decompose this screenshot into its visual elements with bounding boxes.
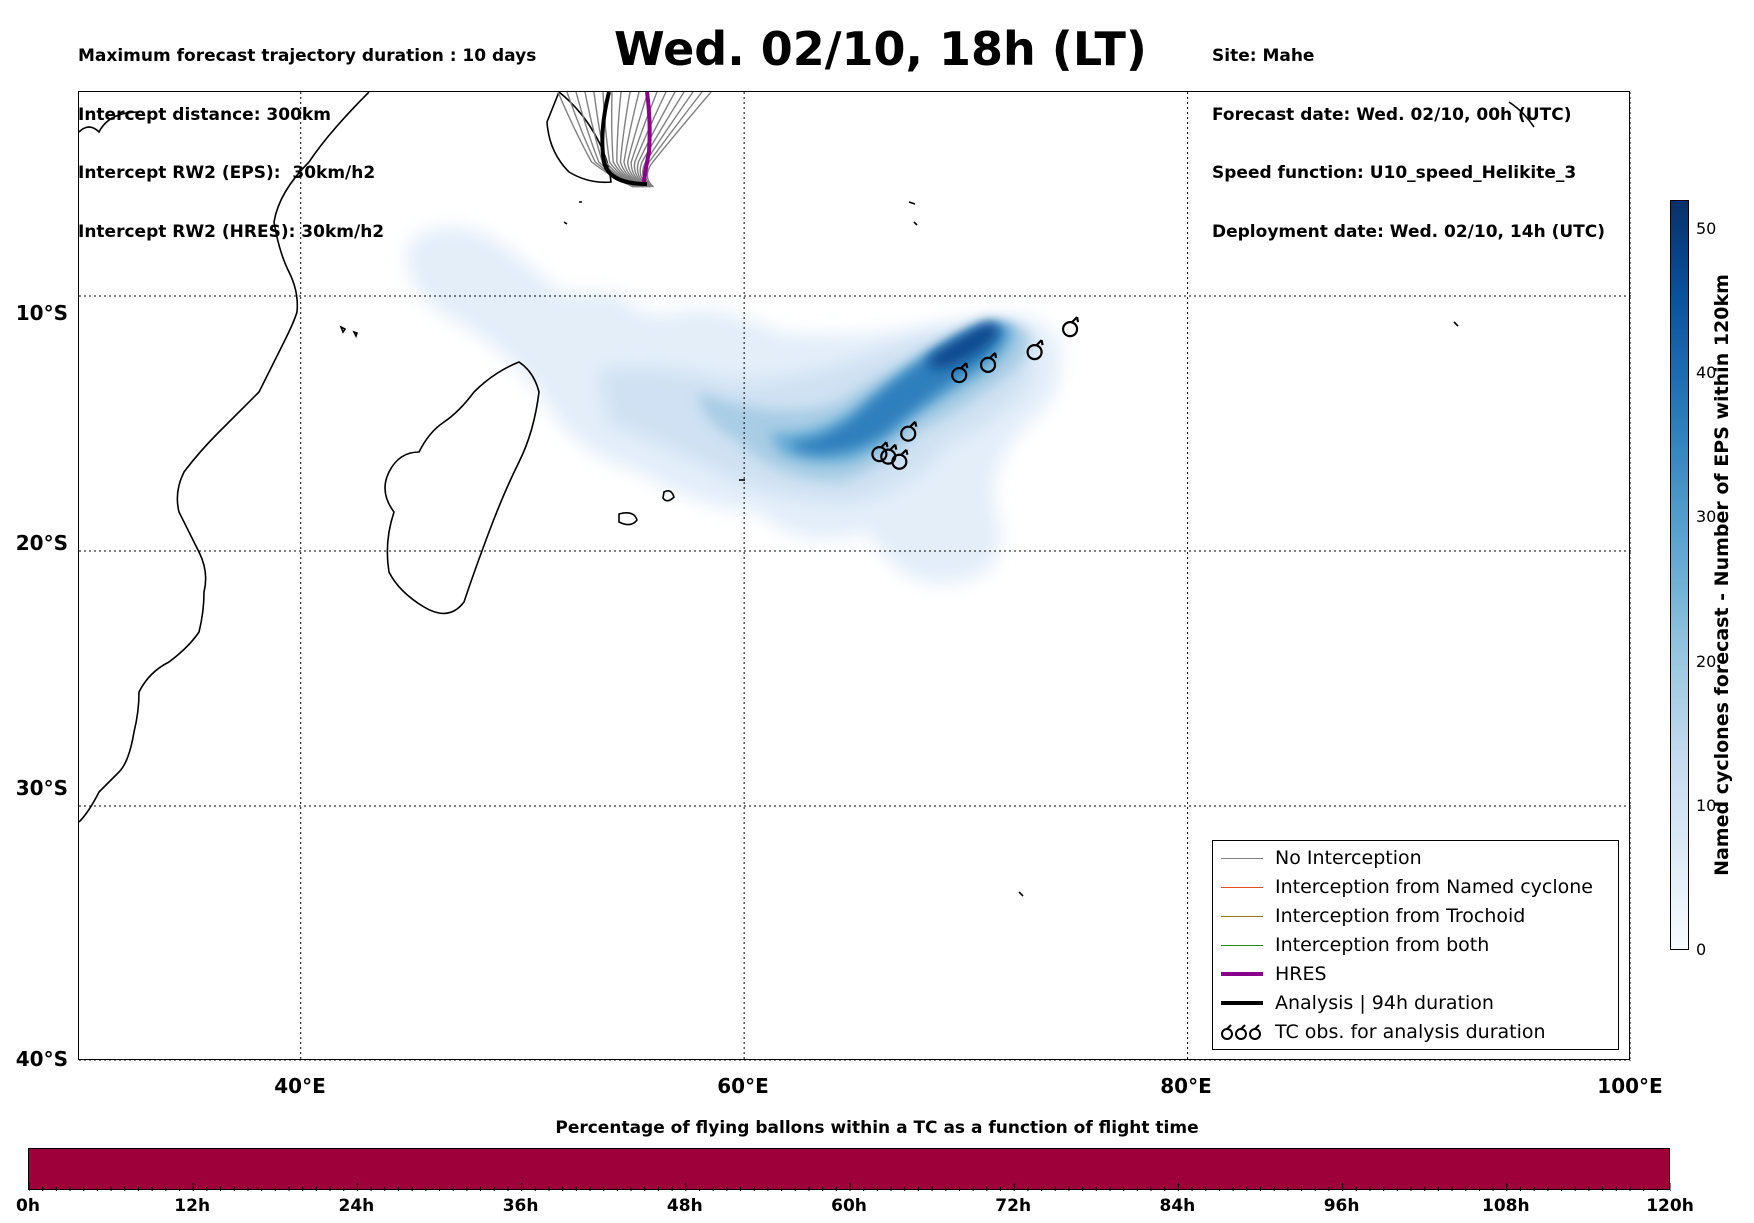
lat-label: 30°S: [15, 776, 68, 800]
tc-observation-marker: [871, 441, 889, 463]
lat-label: 20°S: [15, 531, 68, 555]
africa-coast: [79, 92, 370, 823]
legend-label: Interception from Named cyclone: [1275, 876, 1593, 898]
gridlines: [79, 92, 1631, 1061]
density-band: [929, 323, 999, 369]
legend-swatch: [1221, 858, 1263, 859]
no-interception-trajectory: [626, 92, 649, 188]
colorbar-tick-label: 0: [1696, 940, 1707, 959]
reunion: [618, 512, 638, 526]
no-interception-trajectory: [623, 92, 645, 188]
page-title: Wed. 02/10, 18h (LT): [614, 22, 1147, 76]
info-line: Site: Mahe: [1212, 46, 1315, 66]
analysis-trajectory: [600, 92, 648, 186]
percentage-bar-tick-label: 108h: [1482, 1196, 1530, 1216]
percentage-bar-tick-label: 36h: [502, 1196, 539, 1216]
legend-item: Interception from both: [1213, 932, 1618, 960]
comoros: [339, 325, 359, 339]
tc-observation-marker: [1026, 339, 1044, 361]
percentage-bar-tick-label: 48h: [666, 1196, 703, 1216]
coastlines: [79, 92, 1535, 897]
tc-observation-marker: [891, 448, 909, 470]
tc-observation-marker: [979, 352, 998, 373]
sumatra-edge: [1453, 101, 1535, 327]
tc-observation-marker: [1061, 316, 1080, 338]
tc-observation-marker: [951, 362, 969, 384]
tc-observations: [871, 316, 1080, 470]
legend-swatch: [1221, 1001, 1263, 1005]
info-line: Forecast date: Wed. 02/10, 00h (UTC): [1212, 104, 1572, 125]
tc-symbol-icon: [1221, 1024, 1261, 1040]
run-info-right: Site: Mahe Forecast date: Wed. 02/10, 00…: [1212, 8, 1605, 262]
madagascar-coast: [384, 361, 540, 615]
legend-item: Interception from Trochoid: [1213, 903, 1618, 931]
legend-swatch: [1221, 887, 1263, 888]
percentage-bar: [28, 1148, 1671, 1191]
legend-item: No Interception: [1213, 845, 1618, 873]
percentage-bar-tick-label: 24h: [338, 1196, 375, 1216]
colorbar-tick-label: 30: [1696, 507, 1717, 527]
colorbar-tick-label: 20: [1696, 651, 1717, 671]
map-canvas[interactable]: [79, 92, 1631, 1061]
legend-swatch: [1221, 972, 1263, 976]
run-info-left: Maximum forecast trajectory duration : 1…: [78, 8, 536, 262]
percentage-bar-tick-label: 0h: [16, 1196, 40, 1216]
ensemble-density-field: [407, 227, 1061, 584]
no-interception-trajectory: [619, 92, 644, 188]
legend-label: Interception from both: [1275, 934, 1490, 956]
kerguelen: [1018, 891, 1024, 897]
arabia-tip: [79, 111, 140, 134]
info-line: Intercept RW2 (EPS): 30km/h2: [78, 163, 376, 183]
map-panel[interactable]: [78, 91, 1631, 1061]
percentage-bar-tick-label: 96h: [1323, 1196, 1360, 1216]
tc-observation-marker: [900, 420, 918, 442]
percentage-bar-tick-label: 72h: [995, 1196, 1032, 1216]
no-interception-trajectory: [646, 92, 712, 188]
colorbar-tick-label: 10: [1696, 795, 1717, 815]
legend-label: No Interception: [1275, 847, 1422, 869]
sri-lanka-area: [546, 92, 612, 184]
legend-item: Analysis | 94h duration: [1213, 990, 1618, 1018]
legend-swatch: [1221, 945, 1263, 946]
no-interception-trajectory: [610, 92, 641, 188]
info-line: Deployment date: Wed. 02/10, 14h (UTC): [1212, 221, 1606, 242]
percentage-bar-tick-label: 60h: [831, 1196, 867, 1216]
percentage-bar-tick-label: 120h: [1646, 1196, 1694, 1216]
percentage-bar-tick-label: 12h: [174, 1196, 211, 1216]
lon-label: 80°E: [1160, 1074, 1212, 1098]
hres-trajectory: [642, 92, 652, 183]
seychelles: [563, 201, 582, 225]
trajectories: [557, 92, 712, 188]
legend-label: Interception from Trochoid: [1275, 905, 1526, 927]
percentage-bar-tick-label: 84h: [1159, 1196, 1196, 1216]
no-interception-trajectory: [644, 92, 703, 188]
legend-label: Analysis | 94h duration: [1275, 992, 1494, 1014]
map-legend: No Interception Interception from Named …: [1212, 840, 1619, 1050]
chagos: [908, 201, 918, 226]
info-line: Maximum forecast trajectory duration : 1…: [78, 46, 537, 66]
colorbar-title: Named cyclones forecast - Number of EPS …: [1711, 274, 1733, 876]
lon-label: 60°E: [717, 1074, 769, 1098]
info-line: Intercept distance: 300km: [78, 104, 331, 125]
info-line: Speed function: U10_speed_Helikite_3: [1212, 163, 1577, 183]
legend-item: Interception from Named cyclone: [1213, 874, 1618, 902]
lat-label: 10°S: [15, 301, 68, 325]
no-interception-trajectory: [636, 92, 676, 188]
legend-swatch: [1221, 916, 1263, 917]
colorbar-tick-label: 50: [1696, 218, 1717, 238]
colorbar-tick-label: 40: [1696, 363, 1717, 383]
density-colorbar: [1670, 200, 1689, 950]
legend-label: HRES: [1275, 963, 1327, 985]
lon-label: 100°E: [1597, 1074, 1663, 1098]
no-interception-trajectory: [633, 92, 667, 188]
legend-item: TC obs. for analysis duration: [1213, 1019, 1618, 1047]
legend-label: TC obs. for analysis duration: [1275, 1021, 1546, 1043]
mauritius: [662, 490, 675, 502]
lat-label: 40°S: [15, 1047, 68, 1071]
percentage-bar-ticks: [29, 1183, 1671, 1191]
no-interception-trajectory: [616, 92, 642, 188]
lon-label: 40°E: [274, 1074, 326, 1098]
legend-item: HRES: [1213, 961, 1618, 989]
percentage-bar-title: Percentage of flying ballons within a TC…: [555, 1118, 1199, 1138]
